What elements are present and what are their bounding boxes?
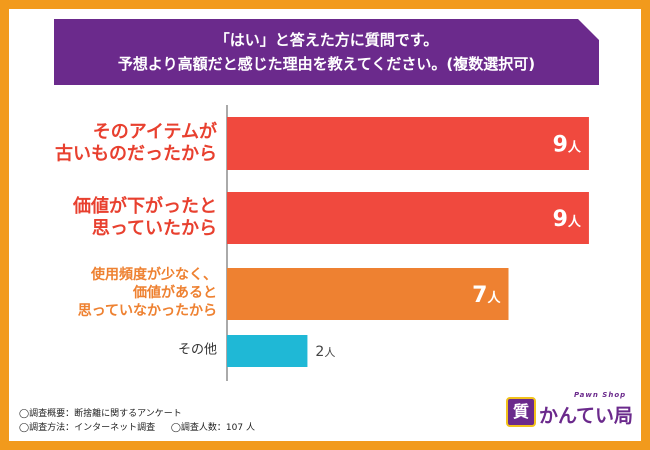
chart-card: 「はい」と答えた方に質問です。 予想より高額だと感じた理由を教えてください。(複…: [9, 9, 641, 441]
category-label-1: そのアイテムが古いものだったから: [55, 121, 217, 165]
category-label-2: 価値が下がったと思っていたから: [72, 195, 217, 239]
survey-overview: ◯調査概要：断捨離に関するアンケート: [19, 409, 182, 419]
value-label-4: 2人: [315, 344, 335, 360]
category-label-3: 使用頻度が少なく、価値があると思っていなかったから: [78, 266, 217, 319]
banner-corner-fold: [578, 19, 600, 41]
logo-badge-icon: 質: [506, 397, 536, 427]
kanteikyoku-logo: 質 Pawn Shop かんてい局: [506, 391, 636, 435]
bar-chart: 9人そのアイテムが古いものだったから9人価値が下がったと思っていたから7人使用頻…: [55, 105, 589, 381]
bar-3: [227, 268, 509, 320]
survey-count: ◯調査人数：107 人: [170, 423, 255, 433]
value-label-2: 9人: [553, 207, 582, 232]
logo-tagline: Pawn Shop: [574, 391, 627, 399]
survey-method: ◯調査方法：インターネット調査: [19, 423, 156, 433]
bar-4: [227, 335, 308, 367]
question-line-2: 予想より高額だと感じた理由を教えてください。(複数選択可): [117, 55, 536, 73]
question-banner: 「はい」と答えた方に質問です。 予想より高額だと感じた理由を教えてください。(複…: [54, 19, 600, 85]
bar-2: [227, 192, 589, 244]
value-label-1: 9人: [553, 133, 582, 158]
logo-name: かんてい局: [539, 405, 634, 427]
value-label-3: 7人: [472, 283, 501, 308]
question-line-1: 「はい」と答えた方に質問です。: [214, 31, 439, 49]
survey-method-row: ◯調査方法：インターネット調査 ◯調査人数：107 人: [19, 422, 255, 434]
category-label-4: その他: [178, 343, 217, 358]
bar-1: [227, 117, 589, 170]
